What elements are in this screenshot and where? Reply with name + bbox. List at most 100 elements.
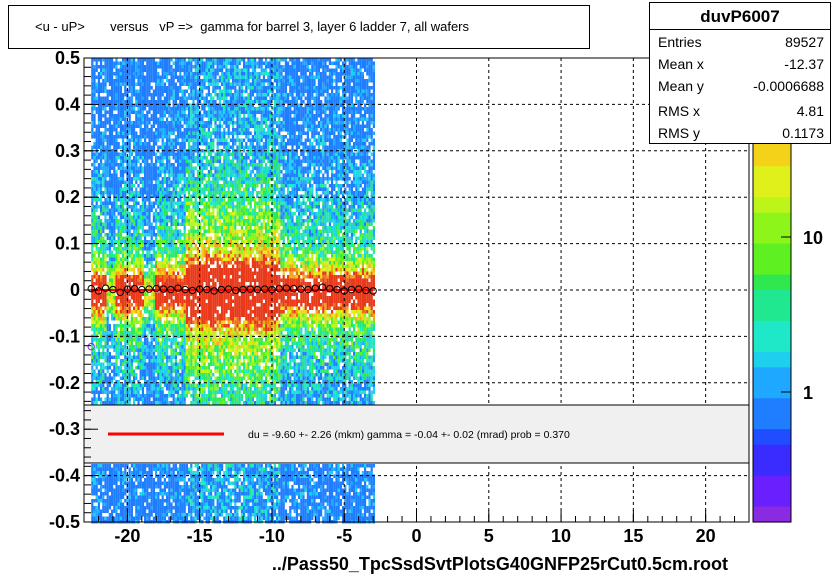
- heat-cell: [183, 506, 186, 510]
- heat-cell: [172, 397, 175, 401]
- heat-cell: [117, 68, 120, 72]
- heat-cell: [102, 310, 105, 314]
- heat-cell: [102, 124, 105, 128]
- heat-cell: [106, 481, 109, 485]
- heat-cell: [119, 208, 122, 212]
- heat-cell: [144, 114, 147, 118]
- heat-cell: [192, 485, 195, 489]
- heat-cell: [159, 121, 162, 125]
- heat-cell: [97, 306, 100, 310]
- heat-cell: [122, 58, 125, 62]
- heat-cell: [166, 313, 169, 317]
- heat-cell: [148, 156, 151, 160]
- heat-cell: [192, 100, 195, 104]
- heat-cell: [196, 320, 199, 324]
- heat-cell: [106, 103, 109, 107]
- heat-cell: [172, 215, 175, 219]
- heat-cell: [122, 464, 125, 468]
- heat-cell: [190, 208, 193, 212]
- heat-cell: [97, 324, 100, 328]
- heat-cell: [133, 142, 136, 146]
- heat-cell: [163, 180, 166, 184]
- heat-cell: [106, 506, 109, 510]
- heat-cell: [148, 219, 151, 223]
- heat-cell: [194, 222, 197, 226]
- heat-cell: [97, 390, 100, 394]
- heat-cell: [194, 303, 197, 307]
- heat-cell: [155, 142, 158, 146]
- heat-cell: [100, 173, 103, 177]
- heat-cell: [91, 285, 94, 289]
- heat-cell: [119, 397, 122, 401]
- heat-cell: [194, 65, 197, 69]
- heat-cell: [130, 390, 133, 394]
- heat-cell: [104, 261, 107, 265]
- heat-cell: [159, 499, 162, 503]
- heat-cell: [111, 166, 114, 170]
- heat-cell: [113, 187, 116, 191]
- heat-cell: [157, 306, 160, 310]
- heat-cell: [128, 492, 131, 496]
- heat-cell: [196, 334, 199, 338]
- heat-cell: [188, 156, 191, 160]
- heat-cell: [124, 254, 127, 258]
- heat-cell: [135, 72, 138, 76]
- heat-cell: [135, 254, 138, 258]
- heat-cell: [146, 68, 149, 72]
- heat-cell: [135, 397, 138, 401]
- heat-cell: [100, 149, 103, 153]
- heat-cell: [128, 394, 131, 398]
- heat-cell: [150, 299, 153, 303]
- heat-cell: [108, 107, 111, 111]
- heat-cell: [130, 233, 133, 237]
- heat-cell: [122, 478, 125, 482]
- heat-cell: [111, 117, 114, 121]
- heat-cell: [135, 159, 138, 163]
- heat-cell: [126, 187, 129, 191]
- heat-cell: [161, 68, 164, 72]
- heat-cell: [179, 170, 182, 174]
- heat-cell: [111, 93, 114, 97]
- heat-cell: [100, 471, 103, 475]
- heat-cell: [172, 275, 175, 279]
- heat-cell: [146, 264, 149, 268]
- heat-cell: [157, 317, 160, 321]
- heat-cell: [144, 156, 147, 160]
- heat-cell: [124, 58, 127, 62]
- heat-cell: [177, 282, 180, 286]
- heat-cell: [133, 390, 136, 394]
- heat-cell: [137, 236, 140, 240]
- heat-cell: [168, 471, 171, 475]
- heat-cell: [194, 292, 197, 296]
- heat-cell: [141, 219, 144, 223]
- heat-cell: [152, 229, 155, 233]
- heat-cell: [168, 114, 171, 118]
- heat-cell: [157, 310, 160, 314]
- heat-cell: [128, 345, 131, 349]
- heat-cell: [137, 229, 140, 233]
- heat-cell: [179, 107, 182, 111]
- heat-cell: [93, 478, 96, 482]
- heat-cell: [137, 261, 140, 265]
- heat-cell: [194, 488, 197, 492]
- heat-cell: [190, 79, 193, 83]
- heat-cell: [146, 96, 149, 100]
- heat-cell: [183, 198, 186, 202]
- heat-cell: [155, 152, 158, 156]
- heat-cell: [113, 474, 116, 478]
- heat-cell: [133, 124, 136, 128]
- heat-cell: [93, 310, 96, 314]
- heat-cell: [141, 502, 144, 506]
- heat-cell: [174, 173, 177, 177]
- heat-cell: [102, 275, 105, 279]
- heat-cell: [146, 516, 149, 520]
- heat-cell: [170, 327, 173, 331]
- heat-cell: [166, 117, 169, 121]
- heat-cell: [179, 131, 182, 135]
- heat-cell: [124, 310, 127, 314]
- heat-cell: [183, 345, 186, 349]
- heat-cell: [168, 306, 171, 310]
- heat-cell: [188, 205, 191, 209]
- heat-cell: [150, 79, 153, 83]
- heat-cell: [188, 369, 191, 373]
